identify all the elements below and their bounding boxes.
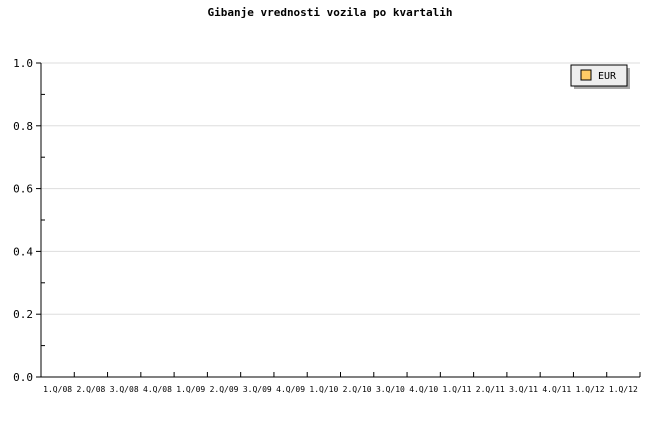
x-tick-label: 3.Q/08 bbox=[110, 385, 139, 394]
x-tick-label: 3.Q/11 bbox=[509, 385, 538, 394]
y-tick-label: 0.8 bbox=[13, 120, 33, 133]
x-tick-label: 4.Q/08 bbox=[143, 385, 172, 394]
x-tick-label: 1.Q/12 bbox=[609, 385, 638, 394]
x-tick-label: 2.Q/10 bbox=[343, 385, 372, 394]
x-tick-label: 3.Q/09 bbox=[243, 385, 272, 394]
legend-label: EUR bbox=[598, 71, 617, 82]
y-tick-label: 0.2 bbox=[13, 308, 33, 321]
x-tick-label: 2.Q/08 bbox=[76, 385, 105, 394]
x-tick-label: 1.Q/11 bbox=[443, 385, 472, 394]
y-tick-label: 1.0 bbox=[13, 57, 33, 70]
x-tick-label: 4.Q/10 bbox=[409, 385, 438, 394]
legend-swatch bbox=[580, 69, 592, 81]
x-tick-label: 4.Q/11 bbox=[542, 385, 571, 394]
x-tick-label: 2.Q/09 bbox=[210, 385, 239, 394]
gridlines bbox=[41, 62, 640, 315]
chart-title: Gibanje vrednosti vozila po kvartalih bbox=[207, 6, 452, 19]
y-tick-label: 0.0 bbox=[13, 371, 33, 384]
x-tick-label: 1.Q/10 bbox=[309, 385, 338, 394]
y-tick-label: 0.4 bbox=[13, 245, 33, 258]
x-tick-label: 1.Q/08 bbox=[43, 385, 72, 394]
x-tick-label: 1.Q/12 bbox=[576, 385, 605, 394]
y-tick-label: 0.6 bbox=[13, 183, 33, 196]
x-tick-label: 1.Q/09 bbox=[176, 385, 205, 394]
axes: 0.0 0.2 0.4 0.6 0.8 1.0 1.Q/08 2.Q/08 3.Q/08 4.Q/… bbox=[13, 57, 641, 394]
x-tick-label: 3.Q/10 bbox=[376, 385, 405, 394]
legend: EUR bbox=[570, 64, 630, 89]
x-tick-label: 2.Q/11 bbox=[476, 385, 505, 394]
x-tick-label: 4.Q/09 bbox=[276, 385, 305, 394]
